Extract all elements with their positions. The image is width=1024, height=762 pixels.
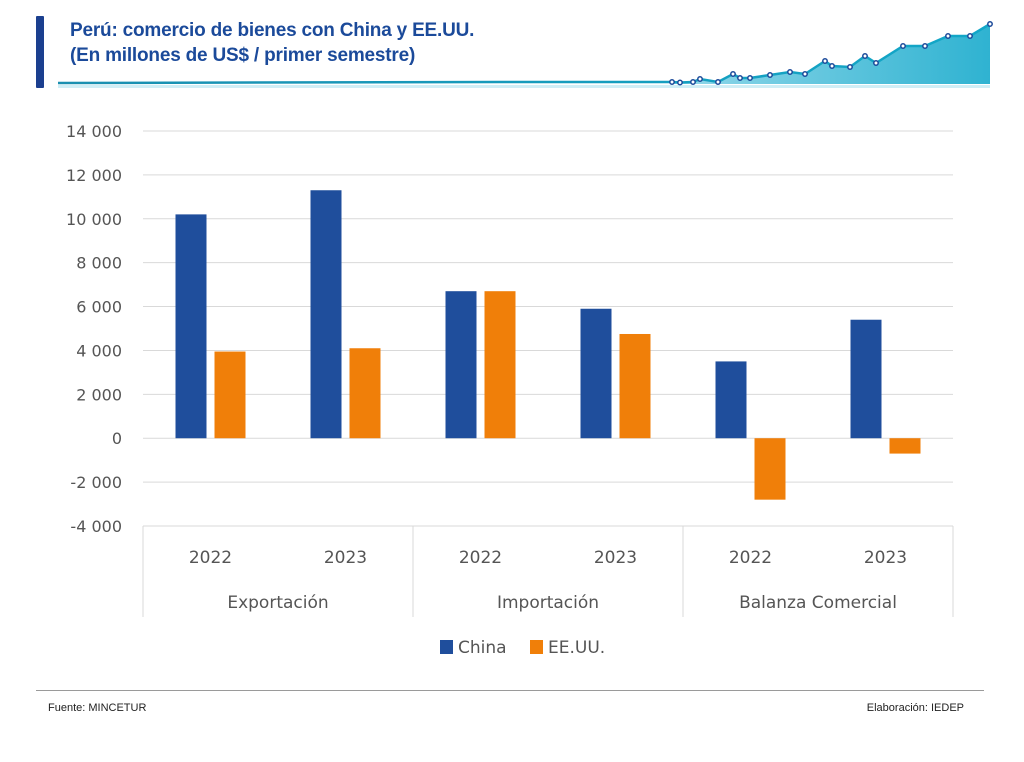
legend-swatch-china: [440, 640, 453, 654]
x-tick-label: 2022: [729, 548, 772, 568]
trend-dot: [900, 43, 906, 49]
y-tick-label: 0: [112, 429, 122, 448]
y-tick-label: 8 000: [76, 254, 122, 273]
y-tick-label: -4 000: [70, 517, 122, 536]
trend-dot: [767, 72, 773, 78]
y-tick-label: 12 000: [66, 166, 122, 185]
y-tick-label: 4 000: [76, 341, 122, 360]
source-note: Fuente: MINCETUR: [48, 702, 147, 714]
trend-dot: [737, 75, 743, 81]
group-label: Exportación: [227, 593, 328, 613]
trend-dot: [967, 33, 973, 39]
trend-dot: [829, 63, 835, 69]
trend-dot: [822, 58, 828, 64]
bar-eeuu-2: [349, 348, 381, 439]
trend-dot: [677, 79, 683, 86]
trend-dot: [787, 69, 793, 75]
y-tick-label: -2 000: [70, 473, 122, 492]
bar-eeuu-3: [484, 291, 516, 439]
bar-eeuu-5: [754, 438, 786, 500]
bar-china-4: [580, 308, 612, 439]
title-line-2: (En millones de US$ / primer semestre): [70, 45, 416, 66]
trend-dot: [715, 79, 721, 85]
trend-dot: [730, 71, 736, 77]
legend-label: EE.UU.: [548, 638, 605, 658]
header-underline: [58, 85, 990, 88]
bar-eeuu-6: [889, 438, 921, 454]
trend-dot: [747, 75, 753, 81]
header-decoration: [57, 21, 993, 88]
y-tick-label: 2 000: [76, 385, 122, 404]
group-label: Importación: [497, 593, 599, 613]
y-tick-label: 14 000: [66, 122, 122, 141]
credit-note: Elaboración: IEDEP: [866, 702, 964, 714]
bar-china-1: [175, 214, 207, 439]
y-tick-label: 10 000: [66, 210, 122, 229]
bar-china-5: [715, 361, 747, 439]
footer-divider: [36, 690, 984, 691]
trend-dot: [873, 60, 879, 66]
bar-china-3: [445, 291, 477, 439]
bar-eeuu-4: [619, 333, 651, 439]
header-trend-area: [672, 24, 990, 84]
trend-dot: [669, 79, 675, 85]
y-tick-label: 6 000: [76, 298, 122, 317]
group-label: Balanza Comercial: [739, 593, 897, 613]
legend-swatch-eeuu: [530, 640, 543, 654]
trend-dot: [690, 79, 696, 85]
x-tick-label: 2022: [459, 548, 502, 568]
trend-dot: [922, 43, 928, 49]
trend-dot: [802, 71, 808, 77]
trend-dot: [847, 64, 853, 70]
x-tick-label: 2023: [864, 548, 907, 568]
page-title: Perú: comercio de bienes con China y EE.…: [70, 18, 474, 68]
bar-china-6: [850, 319, 882, 439]
bar-china-2: [310, 190, 342, 439]
trend-dot: [987, 21, 993, 27]
x-tick-label: 2023: [324, 548, 367, 568]
legend-label: China: [458, 638, 507, 658]
title-accent-bar: [36, 16, 44, 88]
x-tick-label: 2022: [189, 548, 232, 568]
trend-dot: [862, 53, 868, 59]
x-tick-label: 2023: [594, 548, 637, 568]
bar-eeuu-1: [214, 351, 246, 439]
trend-dot: [945, 33, 951, 39]
trend-dot: [697, 76, 703, 82]
title-line-1: Perú: comercio de bienes con China y EE.…: [70, 20, 475, 41]
